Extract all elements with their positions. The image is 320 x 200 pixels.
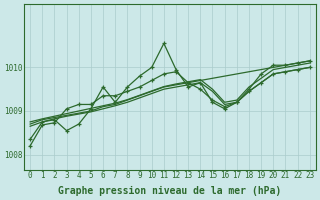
X-axis label: Graphe pression niveau de la mer (hPa): Graphe pression niveau de la mer (hPa) — [58, 186, 282, 196]
